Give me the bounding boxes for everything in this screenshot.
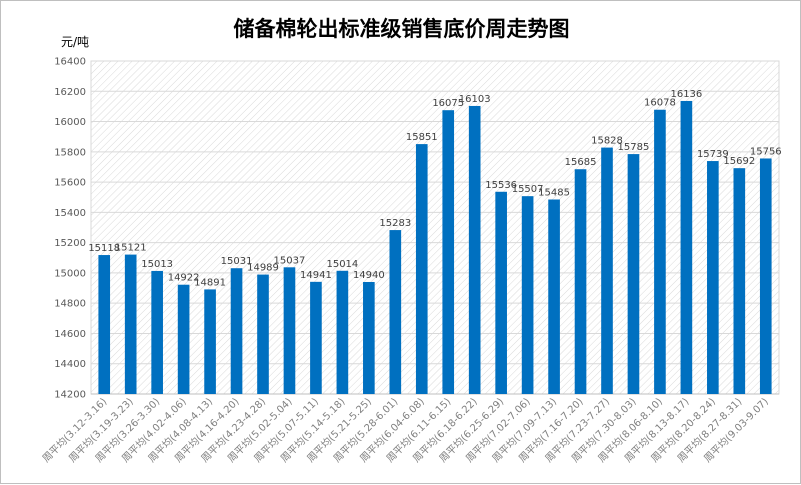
- bar: [468, 105, 481, 394]
- bar: [759, 158, 772, 394]
- bar: [627, 154, 640, 394]
- y-tick-label: 16000: [54, 117, 86, 128]
- data-label: 15785: [618, 142, 650, 153]
- data-label: 15692: [723, 156, 755, 167]
- bar: [601, 147, 613, 394]
- bar: [733, 168, 746, 394]
- bar: [310, 281, 322, 394]
- data-label: 15685: [565, 157, 597, 168]
- data-label: 15121: [115, 243, 147, 254]
- plot-area: [90, 60, 780, 395]
- data-label: 15485: [538, 187, 570, 198]
- bar: [124, 254, 137, 394]
- bar: [230, 268, 243, 394]
- y-tick-label: 15600: [54, 178, 86, 189]
- bars: [98, 100, 772, 395]
- data-label: 15014: [326, 259, 358, 270]
- bar: [204, 289, 216, 394]
- data-label: 15851: [406, 132, 438, 143]
- plot-background: [90, 60, 780, 395]
- y-tick-label: 14600: [54, 329, 86, 340]
- y-tick-label: 14400: [54, 359, 86, 370]
- data-label: 14891: [194, 277, 226, 288]
- chart-title: 储备棉轮出标准级销售底价周走势图: [233, 17, 570, 41]
- bar: [415, 144, 428, 394]
- bar: [363, 281, 375, 394]
- y-tick-label: 14200: [54, 390, 86, 401]
- data-label: 15756: [750, 146, 782, 157]
- bar: [707, 161, 719, 394]
- bar: [336, 270, 349, 394]
- data-label: 15013: [141, 259, 173, 270]
- x-axis-labels: 周平均(3.12-3.16)周平均(3.19-3.23)周平均(3.26-3.3…: [40, 396, 771, 465]
- data-label: 15739: [697, 149, 729, 160]
- y-axis-ticks: 14200 14400 14600 14800 15000 15200 15400 15600…: [54, 57, 86, 401]
- bar: [177, 284, 190, 394]
- y-tick-label: 15400: [54, 208, 86, 219]
- data-label: 16078: [644, 98, 676, 109]
- data-label: 15507: [512, 184, 544, 195]
- y-tick-label: 15200: [54, 238, 86, 249]
- y-tick-label: 16400: [54, 57, 86, 68]
- data-label: 14941: [300, 270, 332, 281]
- y-tick-label: 16200: [54, 87, 86, 98]
- bar: [680, 100, 693, 395]
- bar: [495, 191, 507, 394]
- y-axis-unit-label: 元/吨: [61, 35, 90, 49]
- y-tick-label: 15800: [54, 147, 86, 158]
- bar: [257, 274, 269, 394]
- bar: [151, 270, 163, 394]
- data-label: 14922: [168, 273, 200, 284]
- data-label: 14989: [247, 263, 279, 274]
- bar: [654, 109, 666, 395]
- bar: [548, 199, 560, 394]
- y-tick-label: 14800: [54, 299, 86, 310]
- data-label: 15283: [379, 218, 411, 229]
- data-label: 16103: [459, 94, 491, 105]
- data-label: 15031: [221, 256, 253, 267]
- data-label: 15536: [485, 180, 517, 191]
- bar: [442, 110, 455, 395]
- data-label: 15828: [591, 136, 623, 147]
- bar: [574, 169, 587, 394]
- data-label: 16136: [670, 89, 702, 100]
- bar: [521, 196, 534, 394]
- y-tick-label: 15000: [54, 268, 86, 279]
- data-label: 15037: [274, 255, 306, 266]
- data-label: 16075: [432, 98, 464, 109]
- bar: [98, 255, 111, 394]
- data-label: 15118: [88, 243, 120, 254]
- data-label: 14940: [353, 270, 385, 281]
- bar: [283, 267, 296, 394]
- bar: [389, 230, 402, 394]
